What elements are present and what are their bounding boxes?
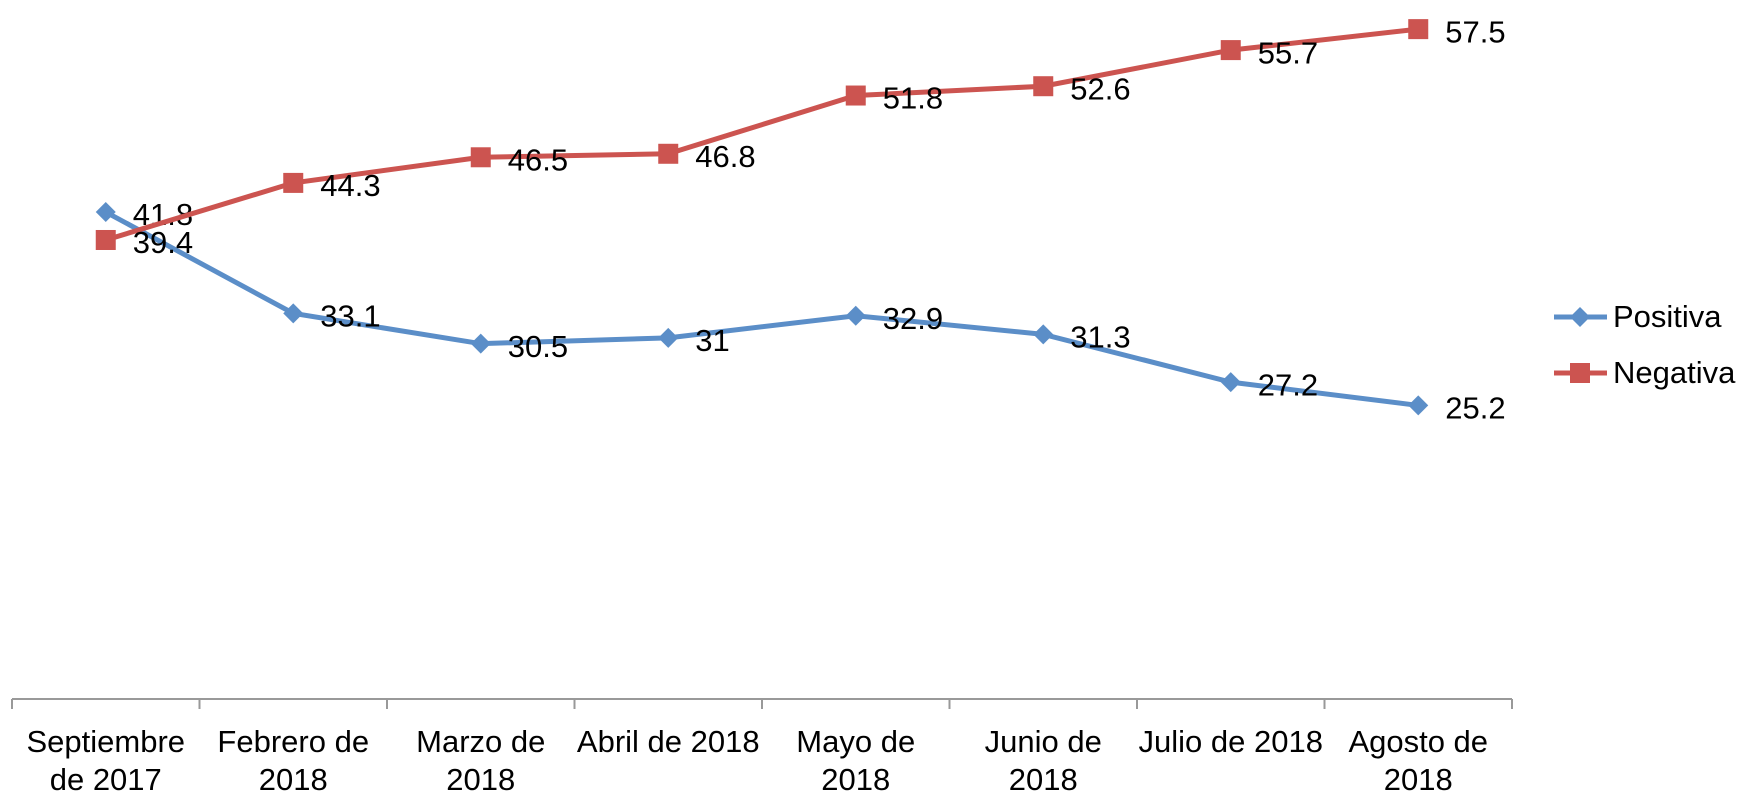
x-tick-label: Septiembre de 2017: [26, 724, 186, 797]
data-label: 31.3: [1070, 320, 1130, 355]
marker: [1033, 76, 1054, 97]
data-label: 46.8: [695, 139, 755, 174]
marker: [95, 229, 116, 250]
data-label: 46.5: [508, 142, 568, 177]
x-tick-label: Mayo de 2018: [796, 724, 916, 797]
marker: [1033, 324, 1054, 345]
line: [104, 209, 1419, 408]
data-label: 44.3: [320, 168, 380, 203]
marker: [658, 143, 679, 164]
data-label: 57.5: [1445, 14, 1505, 49]
marker: [283, 172, 304, 193]
marker: [845, 85, 866, 106]
marker: [1408, 395, 1429, 416]
legend-label: Negativa: [1613, 355, 1736, 390]
marker: [845, 305, 866, 326]
marker: [1220, 372, 1241, 393]
x-tick-label: Febrero de 2018: [217, 724, 370, 797]
data-label: 32.9: [883, 301, 943, 336]
marker: [658, 327, 679, 348]
data-label: 39.4: [133, 225, 193, 260]
data-label: 30.5: [508, 329, 568, 364]
data-label: 51.8: [883, 81, 943, 116]
data-label: 33.1: [320, 299, 380, 334]
marker: [1220, 40, 1241, 61]
marker: [283, 303, 304, 324]
marker: [470, 333, 491, 354]
marker: [470, 147, 491, 168]
data-label: 25.2: [1445, 391, 1505, 426]
legend-label: Positiva: [1613, 299, 1722, 334]
x-tick-label: Junio de 2018: [984, 724, 1102, 797]
marker: [1570, 363, 1590, 383]
x-tick-label: Julio de 2018: [1138, 724, 1323, 759]
x-tick-label: Marzo de 2018: [416, 724, 546, 797]
x-tick-label: Abril de 2018: [576, 724, 760, 759]
line: [105, 26, 1419, 243]
marker: [1570, 307, 1590, 327]
x-tick-label: Agosto de 2018: [1348, 724, 1489, 797]
data-label: 27.2: [1258, 367, 1318, 402]
data-label: 31: [695, 323, 729, 358]
marker: [95, 202, 116, 223]
marker: [1408, 19, 1429, 40]
data-label: 55.7: [1258, 35, 1318, 70]
data-label: 52.6: [1070, 71, 1130, 106]
